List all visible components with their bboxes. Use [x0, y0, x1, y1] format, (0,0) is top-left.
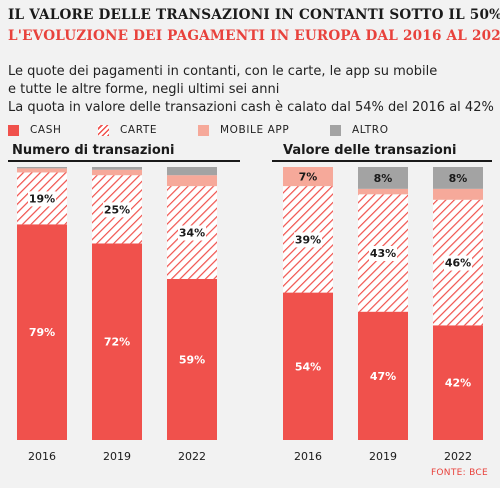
- right-x-tick-2019: 2019: [369, 450, 397, 463]
- right-bar-mobile-app-2016: [283, 167, 333, 187]
- legend-swatch-altro: [330, 125, 341, 136]
- left-data-label-cash-2019: 72%: [104, 336, 130, 349]
- right-bar-mobile-app-2019: [358, 188, 408, 195]
- right-bar-cash-2016: [283, 292, 333, 440]
- right-data-label-carte-2022: 46%: [445, 257, 471, 270]
- right-bar-altro-2022: [433, 167, 483, 189]
- right-bar-mobile-app-2022: [433, 188, 483, 200]
- description-line-1: Le quote dei pagamenti in contanti, con …: [8, 64, 438, 79]
- left-bar-mobile-app-2022: [167, 175, 217, 187]
- left-data-label-carte-2022: 34%: [179, 227, 205, 240]
- right-data-label-mobile-app-2016: 7%: [299, 171, 318, 184]
- left-x-tick-2022: 2022: [178, 450, 206, 463]
- left-bar-altro-2019: [92, 167, 142, 170]
- left-bar-cash-2019: [92, 243, 142, 440]
- left-label-bg-carte-2019: [103, 202, 131, 218]
- right-bar-cash-2019: [358, 311, 408, 440]
- legend-label-altro: ALTRO: [352, 124, 389, 136]
- chart-subtitle: L'EVOLUZIONE DEI PAGAMENTI IN EUROPA DAL…: [8, 28, 500, 44]
- left-data-label-cash-2022: 59%: [179, 353, 205, 366]
- legend-label-cash: CASH: [30, 124, 62, 136]
- right-bar-cash-2022: [433, 325, 483, 440]
- legend-swatch-mobile-app: [198, 125, 209, 136]
- right-data-label-altro-2022: 8%: [449, 172, 468, 185]
- left-data-label-carte-2019: 25%: [104, 203, 130, 216]
- right-chart-title: Valore delle transazioni: [283, 143, 457, 158]
- right-data-label-altro-2019: 8%: [374, 172, 393, 185]
- left-bar-cash-2016: [17, 224, 67, 440]
- left-bar-mobile-app-2016: [17, 168, 67, 173]
- legend-swatch-cash: [8, 125, 19, 136]
- left-data-label-cash-2016: 79%: [29, 326, 55, 339]
- right-data-label-carte-2019: 43%: [370, 247, 396, 260]
- legend-label-carte: CARTE: [120, 124, 158, 136]
- right-label-bg-carte-2022: [444, 255, 472, 271]
- left-bar-cash-2022: [167, 278, 217, 440]
- right-label-bg-carte-2016: [294, 232, 322, 248]
- source-note: FONTE: BCE: [430, 468, 488, 478]
- right-data-label-cash-2022: 42%: [445, 377, 471, 390]
- right-label-bg-carte-2019: [369, 245, 397, 261]
- right-bar-altro-2019: [358, 167, 408, 189]
- legend: CASH CARTE MOBILE APP ALTRO: [8, 124, 498, 138]
- right-data-label-cash-2016: 54%: [295, 360, 321, 373]
- left-bar-altro-2022: [167, 167, 217, 176]
- description-line-2: e tutte le altre forme, negli ultimi sei…: [8, 82, 280, 97]
- left-bar-altro-2016: [17, 167, 67, 169]
- left-chart-title: Numero di transazioni: [12, 143, 175, 158]
- left-x-tick-2016: 2016: [28, 450, 56, 463]
- left-label-bg-carte-2016: [28, 191, 56, 207]
- left-data-label-carte-2016: 19%: [29, 192, 55, 205]
- legend-label-mobile-app: MOBILE APP: [220, 124, 290, 136]
- left-bar-mobile-app-2019: [92, 169, 142, 176]
- right-data-label-cash-2019: 47%: [370, 370, 396, 383]
- right-data-label-carte-2016: 39%: [295, 233, 321, 246]
- left-x-tick-2019: 2019: [103, 450, 131, 463]
- right-x-tick-2016: 2016: [294, 450, 322, 463]
- right-x-tick-2022: 2022: [444, 450, 472, 463]
- description-line-3: La quota in valore delle transazioni cas…: [8, 100, 494, 115]
- legend-swatch-carte: [98, 125, 109, 136]
- right-chart-rule: [272, 160, 492, 162]
- chart-title: IL VALORE DELLE TRANSAZIONI IN CONTANTI …: [8, 7, 500, 23]
- left-chart-rule: [8, 160, 240, 162]
- left-label-bg-carte-2022: [178, 225, 206, 241]
